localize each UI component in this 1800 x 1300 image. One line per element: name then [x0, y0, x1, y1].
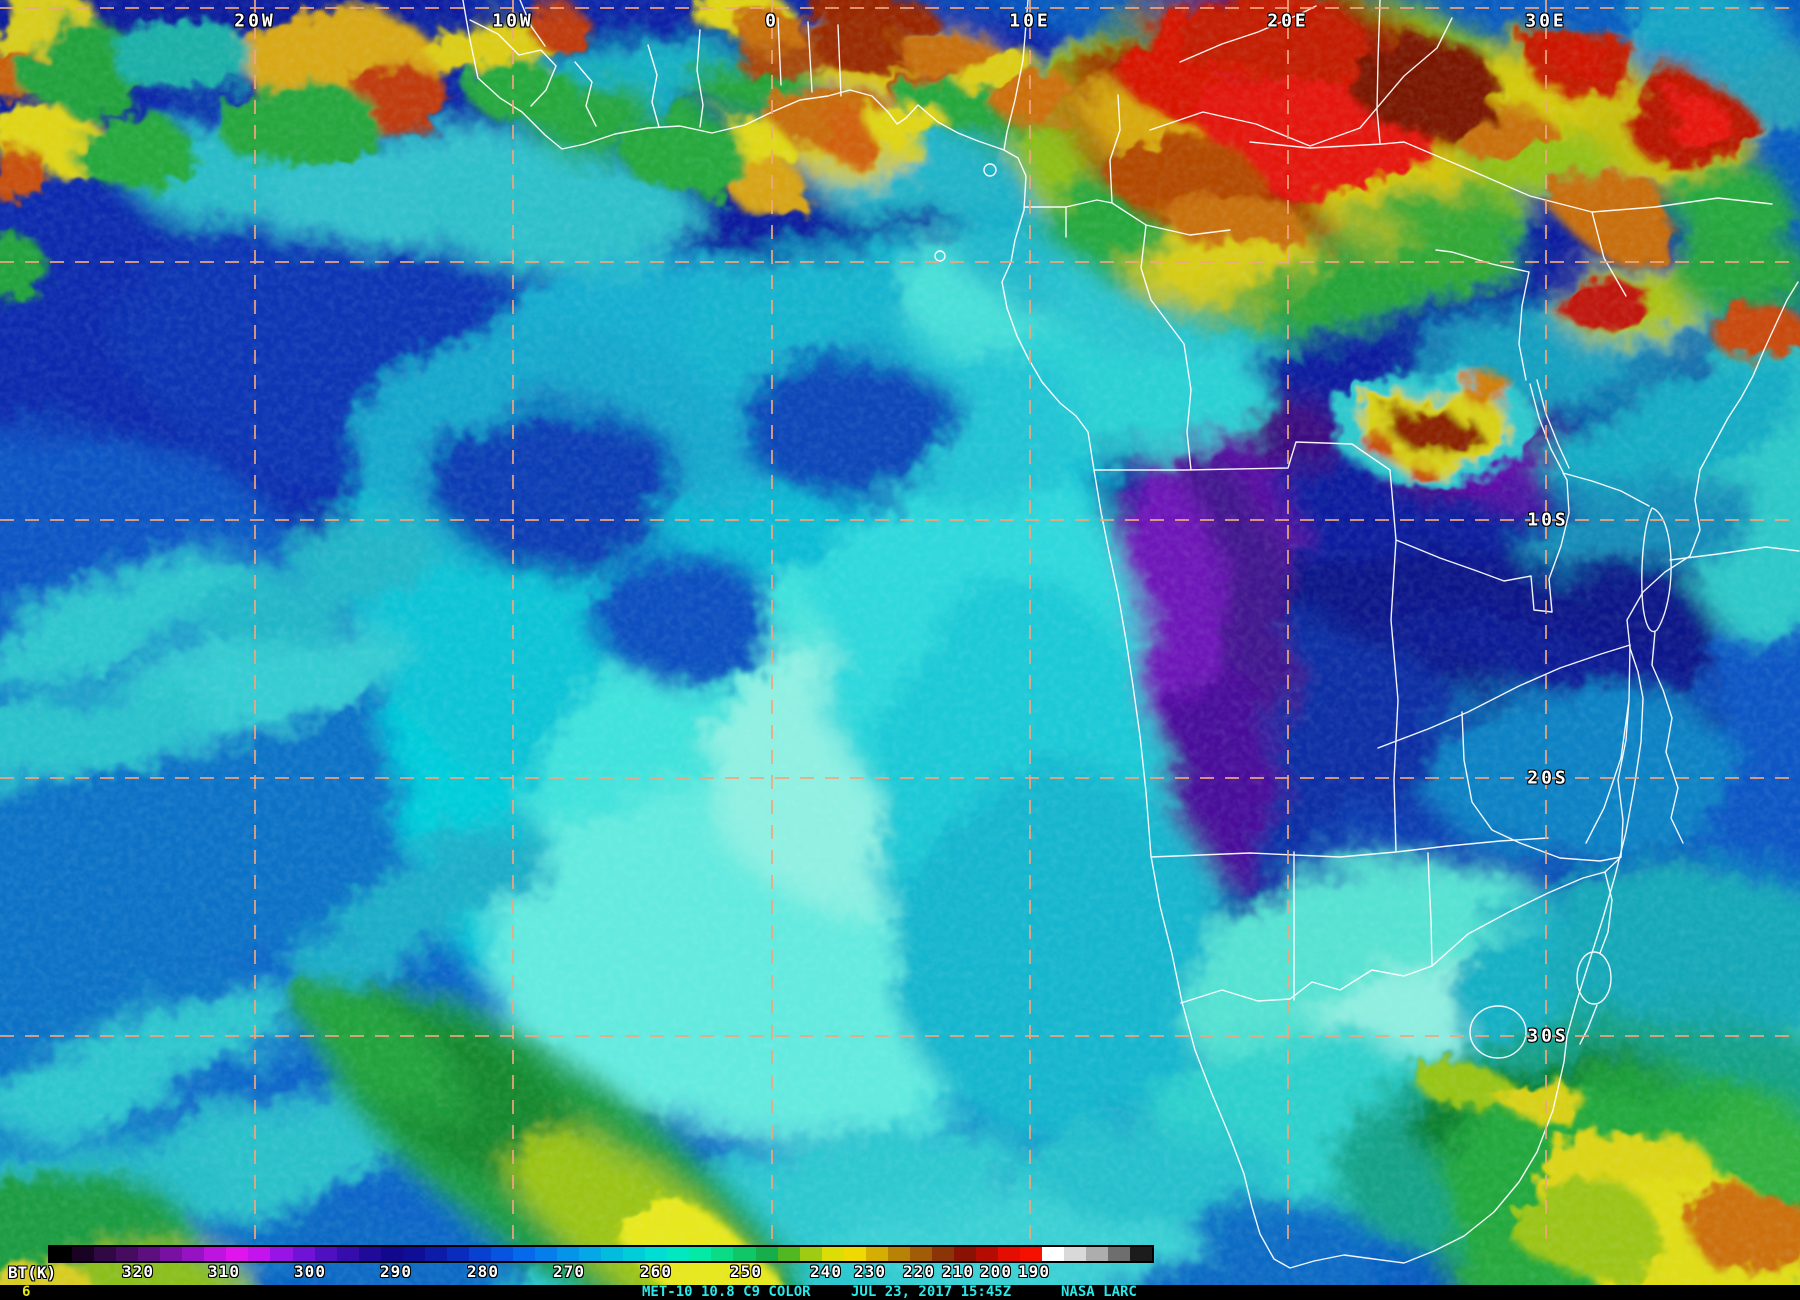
colorbar-block [799, 1247, 822, 1261]
colorbar-block [468, 1247, 491, 1261]
colorbar-block [336, 1247, 359, 1261]
colorbar-block [94, 1247, 117, 1261]
colorbar-block [248, 1247, 271, 1261]
colorbar-tick: 230 [854, 1262, 886, 1281]
borders-angola-namibia [1093, 441, 1549, 858]
colorbar-block [667, 1247, 690, 1261]
colorbar-block [733, 1247, 756, 1261]
caption-bar: 6 MET-10 10.8 C9 COLOR JUL 23, 2017 15:4… [0, 1285, 1800, 1300]
island-sao-tome [934, 250, 946, 262]
colorbar-block [402, 1247, 425, 1261]
colorbar-block [557, 1247, 580, 1261]
colorbar-block [711, 1247, 734, 1261]
colorbar-block [490, 1247, 513, 1261]
colorbar-block [424, 1247, 447, 1261]
colorbar-block [1108, 1247, 1131, 1261]
timestamp-label: JUL 23, 2017 15:45Z [851, 1284, 1012, 1300]
colorbar-block [512, 1247, 536, 1261]
colorbar-block [292, 1247, 315, 1261]
colorbar-block [116, 1247, 139, 1261]
colorbar-tick: 320 [122, 1262, 154, 1281]
colorbar-block [1020, 1247, 1043, 1261]
colorbar-tick: 310 [208, 1262, 240, 1281]
colorbar-tick: 280 [467, 1262, 499, 1281]
colorbar-block [446, 1247, 469, 1261]
colorbar-block [645, 1247, 668, 1261]
colorbar-block [821, 1247, 844, 1261]
coastlines-borders [462, 0, 1800, 1269]
colorbar-tick: 250 [730, 1262, 762, 1281]
credit-label: NASA LARC [1061, 1284, 1137, 1300]
colorbar-block [953, 1247, 976, 1261]
colorbar [48, 1245, 1154, 1263]
colorbar-block [314, 1247, 337, 1261]
colorbar-tick: 240 [810, 1262, 842, 1281]
borders-west-africa [469, 0, 842, 128]
colorbar-block [975, 1247, 999, 1261]
colorbar-block [755, 1247, 778, 1261]
colorbar-tick: 300 [294, 1262, 326, 1281]
colorbar-block [909, 1247, 932, 1261]
lake-malawi [1641, 507, 1684, 844]
borders-zimbabwe [1377, 644, 1631, 862]
colorbar-block [1086, 1247, 1109, 1261]
colorbar-block [204, 1247, 227, 1261]
colorbar-block [358, 1247, 381, 1261]
colorbar-block [843, 1247, 866, 1261]
colorbar-block [689, 1247, 712, 1261]
colorbar-block [579, 1247, 602, 1261]
borders-central-africa [1003, 0, 1231, 471]
borders-sahel [1149, 0, 1800, 561]
colorbar-block [380, 1247, 403, 1261]
colorbar-block [1064, 1247, 1087, 1261]
product-label: MET-10 10.8 C9 COLOR [642, 1284, 811, 1300]
coastline-africa [462, 0, 1799, 1269]
colorbar-tick: 200 [980, 1262, 1012, 1281]
borders-zambia [1395, 249, 1650, 613]
colorbar-block [535, 1247, 558, 1261]
latlon-gridlines [0, 0, 1800, 1243]
colorbar-title: BT(K) [8, 1263, 57, 1282]
border-lesotho [1469, 1005, 1527, 1059]
colorbar-tick: 290 [380, 1262, 412, 1281]
border-swaziland [1576, 951, 1612, 1005]
colorbar-tick: 260 [640, 1262, 672, 1281]
colorbar-tick: 270 [553, 1262, 585, 1281]
borders-south-africa [1180, 851, 1622, 1045]
colorbar-block [160, 1247, 183, 1261]
colorbar-block [777, 1247, 800, 1261]
colorbar-block [887, 1247, 910, 1261]
colorbar-block [138, 1247, 161, 1261]
colorbar-block [270, 1247, 293, 1261]
colorbar-block [998, 1247, 1021, 1261]
colorbar-block [1130, 1247, 1153, 1261]
colorbar-block [865, 1247, 888, 1261]
colorbar-block [72, 1247, 95, 1261]
colorbar-block [182, 1247, 205, 1261]
colorbar-ticks: 320 310 300 290 280 270 260 250 240 230 220 210 200 1… [0, 1262, 1800, 1282]
colorbar-block [931, 1247, 954, 1261]
island-bioko [983, 163, 997, 177]
colorbar-tick: 190 [1018, 1262, 1050, 1281]
colorbar-tick: 210 [942, 1262, 974, 1281]
colorbar-block [1042, 1247, 1065, 1261]
colorbar-tick: 220 [903, 1262, 935, 1281]
colorbar-block [226, 1247, 249, 1261]
frame-number: 6 [22, 1284, 31, 1300]
colorbar-block [623, 1247, 646, 1261]
colorbar-block [601, 1247, 624, 1261]
colorbar-block [50, 1247, 73, 1261]
